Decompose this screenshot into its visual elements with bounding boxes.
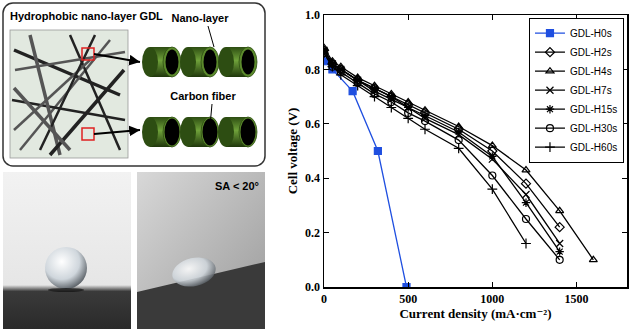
svg-text:Carbon fiber: Carbon fiber	[170, 90, 236, 102]
svg-text:0.8: 0.8	[305, 63, 320, 77]
svg-text:Current density (mA·cm⁻²): Current density (mA·cm⁻²)	[399, 306, 551, 321]
svg-text:0: 0	[321, 292, 327, 306]
svg-text:GDL-H2s: GDL-H2s	[570, 47, 612, 58]
svg-text:GDL-H60s: GDL-H60s	[570, 142, 617, 153]
svg-text:0.4: 0.4	[305, 171, 320, 185]
svg-text:GDL-H0s: GDL-H0s	[570, 28, 612, 39]
svg-text:GDL-H4s: GDL-H4s	[570, 66, 612, 77]
svg-text:0.0: 0.0	[305, 280, 320, 294]
svg-text:0.2: 0.2	[305, 226, 320, 240]
svg-text:GDL-H7s: GDL-H7s	[570, 85, 612, 96]
svg-text:Cell voltage (V): Cell voltage (V)	[285, 108, 300, 195]
svg-text:1000: 1000	[480, 292, 504, 306]
svg-text:1500: 1500	[565, 292, 589, 306]
svg-text:SA < 20°: SA < 20°	[215, 180, 259, 192]
svg-text:1.0: 1.0	[305, 8, 320, 22]
svg-text:GDL-H15s: GDL-H15s	[570, 104, 617, 115]
svg-text:Nano-layer: Nano-layer	[172, 12, 230, 24]
svg-text:GDL-H30s: GDL-H30s	[570, 123, 617, 134]
svg-text:500: 500	[399, 292, 417, 306]
svg-text:Hydrophobic nano-layer GDL: Hydrophobic nano-layer GDL	[10, 10, 163, 22]
svg-text:0.6: 0.6	[305, 117, 320, 131]
